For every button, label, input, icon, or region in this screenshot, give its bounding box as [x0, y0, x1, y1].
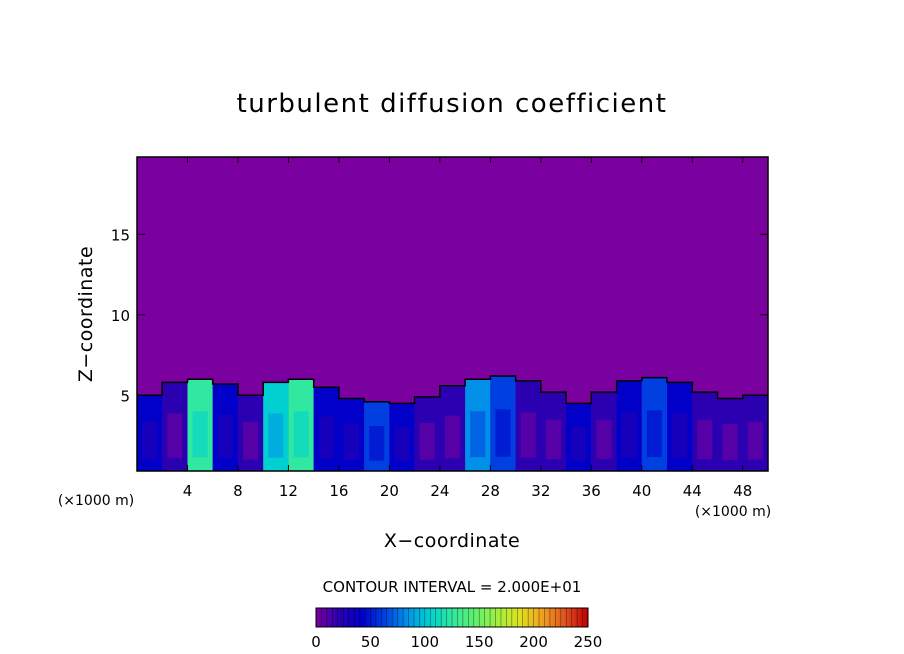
y-tick-label-2: 15 [111, 226, 130, 244]
field-core-16 [545, 419, 562, 460]
colorbar-tick-label-5: 250 [574, 633, 603, 651]
x-unit-left: (×1000 m) [58, 493, 134, 509]
field-core-0 [142, 421, 158, 460]
field-core-4 [243, 421, 259, 460]
colorbar-ticks: 0 50 100 150 200 250 [311, 608, 602, 651]
contour-lines [137, 375, 768, 405]
field-core-13 [470, 411, 486, 458]
field-core-5 [268, 413, 284, 458]
x-axis-label: X−coordinate [384, 530, 520, 552]
y-axis-ticks: 5 10 15 [111, 226, 768, 405]
field-core-12 [444, 415, 461, 459]
field-core-18 [596, 419, 612, 460]
y-tick-label-1: 10 [111, 307, 130, 325]
colorbar-tick-label-4: 200 [519, 633, 548, 651]
colorbar-tick-label-3: 150 [465, 633, 494, 651]
field-core-6 [293, 411, 309, 458]
x-tick-label-9: 40 [632, 482, 651, 500]
field-core-15 [520, 412, 536, 458]
x-tick-label-3: 16 [329, 482, 348, 500]
field-core-2 [192, 411, 208, 458]
field-core-17 [571, 427, 587, 461]
field-core-7 [318, 416, 334, 459]
x-tick-label-5: 24 [430, 482, 449, 500]
x-tick-label-8: 36 [582, 482, 601, 500]
x-tick-label-11: 48 [733, 482, 752, 500]
field-core-24 [747, 421, 763, 460]
field-core-8 [343, 423, 360, 461]
plot-frame [136, 156, 769, 472]
x-tick-label-4: 20 [380, 482, 399, 500]
field-core-22 [697, 419, 713, 460]
field-core-23 [722, 423, 738, 461]
colorbar: 0 50 100 150 200 250 [311, 607, 602, 651]
x-tick-label-10: 44 [683, 482, 702, 500]
field-core-3 [217, 414, 233, 458]
field-core-19 [621, 412, 637, 458]
y-tick-label-0: 5 [120, 387, 130, 405]
chart-title: turbulent diffusion coefficient [237, 89, 668, 119]
x-unit-right: (×1000 m) [695, 504, 771, 520]
field-core-20 [646, 410, 662, 457]
colorbar-tick-label-0: 0 [311, 633, 321, 651]
field-core-1 [167, 413, 183, 458]
field-core-10 [394, 427, 410, 461]
x-tick-label-7: 32 [531, 482, 550, 500]
x-tick-label-6: 28 [481, 482, 500, 500]
colorbar-tick-label-1: 50 [361, 633, 380, 651]
field-core-9 [369, 425, 385, 461]
field-core-11 [419, 422, 435, 460]
field-core-14 [495, 409, 511, 457]
x-tick-label-1: 8 [233, 482, 243, 500]
contour-interval: CONTOUR INTERVAL = 2.000E+01 [323, 578, 582, 596]
contour-boundary [137, 375, 768, 405]
x-tick-label-2: 12 [279, 482, 298, 500]
field-core-21 [672, 413, 688, 458]
colorbar-tick-label-2: 100 [410, 633, 439, 651]
x-tick-label-0: 4 [183, 482, 193, 500]
field-cells [137, 375, 768, 471]
x-axis-ticks: 4 8 12 16 20 24 28 32 36 40 44 48 [183, 157, 752, 500]
y-axis-label: Z−coordinate [75, 246, 97, 382]
